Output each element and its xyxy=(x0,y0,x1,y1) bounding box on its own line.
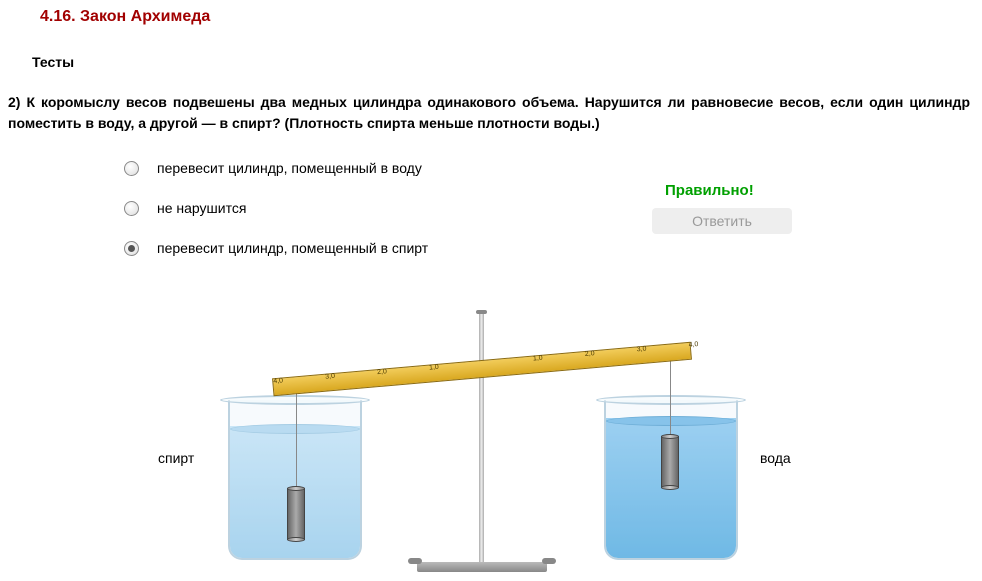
stand-base-icon xyxy=(417,562,547,572)
wire-right-icon xyxy=(670,352,671,438)
section-title: 4.16. Закон Архимеда xyxy=(40,8,210,26)
stand-top-icon xyxy=(476,310,487,314)
ruler-tick: 1,0 xyxy=(533,355,535,371)
ruler-tick: 2,0 xyxy=(377,369,379,385)
option-c[interactable]: перевесит цилиндр, помещенный в спирт xyxy=(124,240,428,256)
option-c-label: перевесит цилиндр, помещенный в спирт xyxy=(157,240,428,256)
feedback-correct: Правильно! xyxy=(665,182,754,199)
label-water: вода xyxy=(760,450,791,466)
option-b[interactable]: не нарушится xyxy=(124,200,428,216)
cylinder-cap-icon xyxy=(287,486,305,491)
radio-icon xyxy=(124,241,139,256)
cylinder-cap-icon xyxy=(287,537,305,542)
answer-options: перевесит цилиндр, помещенный в воду не … xyxy=(124,160,428,280)
ruler-tick: 3,0 xyxy=(636,346,638,362)
cylinder-cap-icon xyxy=(661,485,679,490)
cylinder-cap-icon xyxy=(661,434,679,439)
wire-left-icon xyxy=(296,386,297,490)
ruler-tick: 3,0 xyxy=(325,374,327,390)
ruler-tick: 4,0 xyxy=(273,378,275,394)
stand-foot-icon xyxy=(408,558,422,564)
stand-pole-icon xyxy=(479,312,484,562)
cylinder-spirit xyxy=(287,488,305,540)
radio-icon xyxy=(124,161,139,176)
ruler-tick: 4,0 xyxy=(688,342,690,358)
ruler-tick: 2,0 xyxy=(585,351,587,367)
label-spirit: спирт xyxy=(158,450,194,466)
option-b-label: не нарушится xyxy=(157,200,246,216)
cylinder-water xyxy=(661,436,679,488)
physics-diagram: 4,0 3,0 2,0 1,0 1,0 2,0 3,0 4,0 спирт во… xyxy=(0,310,982,580)
question-text: 2) К коромыслу весов подвешены два медны… xyxy=(8,92,970,134)
beaker-rim-icon xyxy=(220,395,370,405)
radio-icon xyxy=(124,201,139,216)
stand-foot-icon xyxy=(542,558,556,564)
ruler-tick xyxy=(481,360,483,376)
option-a-label: перевесит цилиндр, помещенный в воду xyxy=(157,160,422,176)
ruler-tick: 1,0 xyxy=(429,365,431,381)
option-a[interactable]: перевесит цилиндр, помещенный в воду xyxy=(124,160,428,176)
answer-button[interactable]: Ответить xyxy=(652,208,792,234)
subtitle-tests: Тесты xyxy=(32,54,74,70)
beaker-rim-icon xyxy=(596,395,746,405)
